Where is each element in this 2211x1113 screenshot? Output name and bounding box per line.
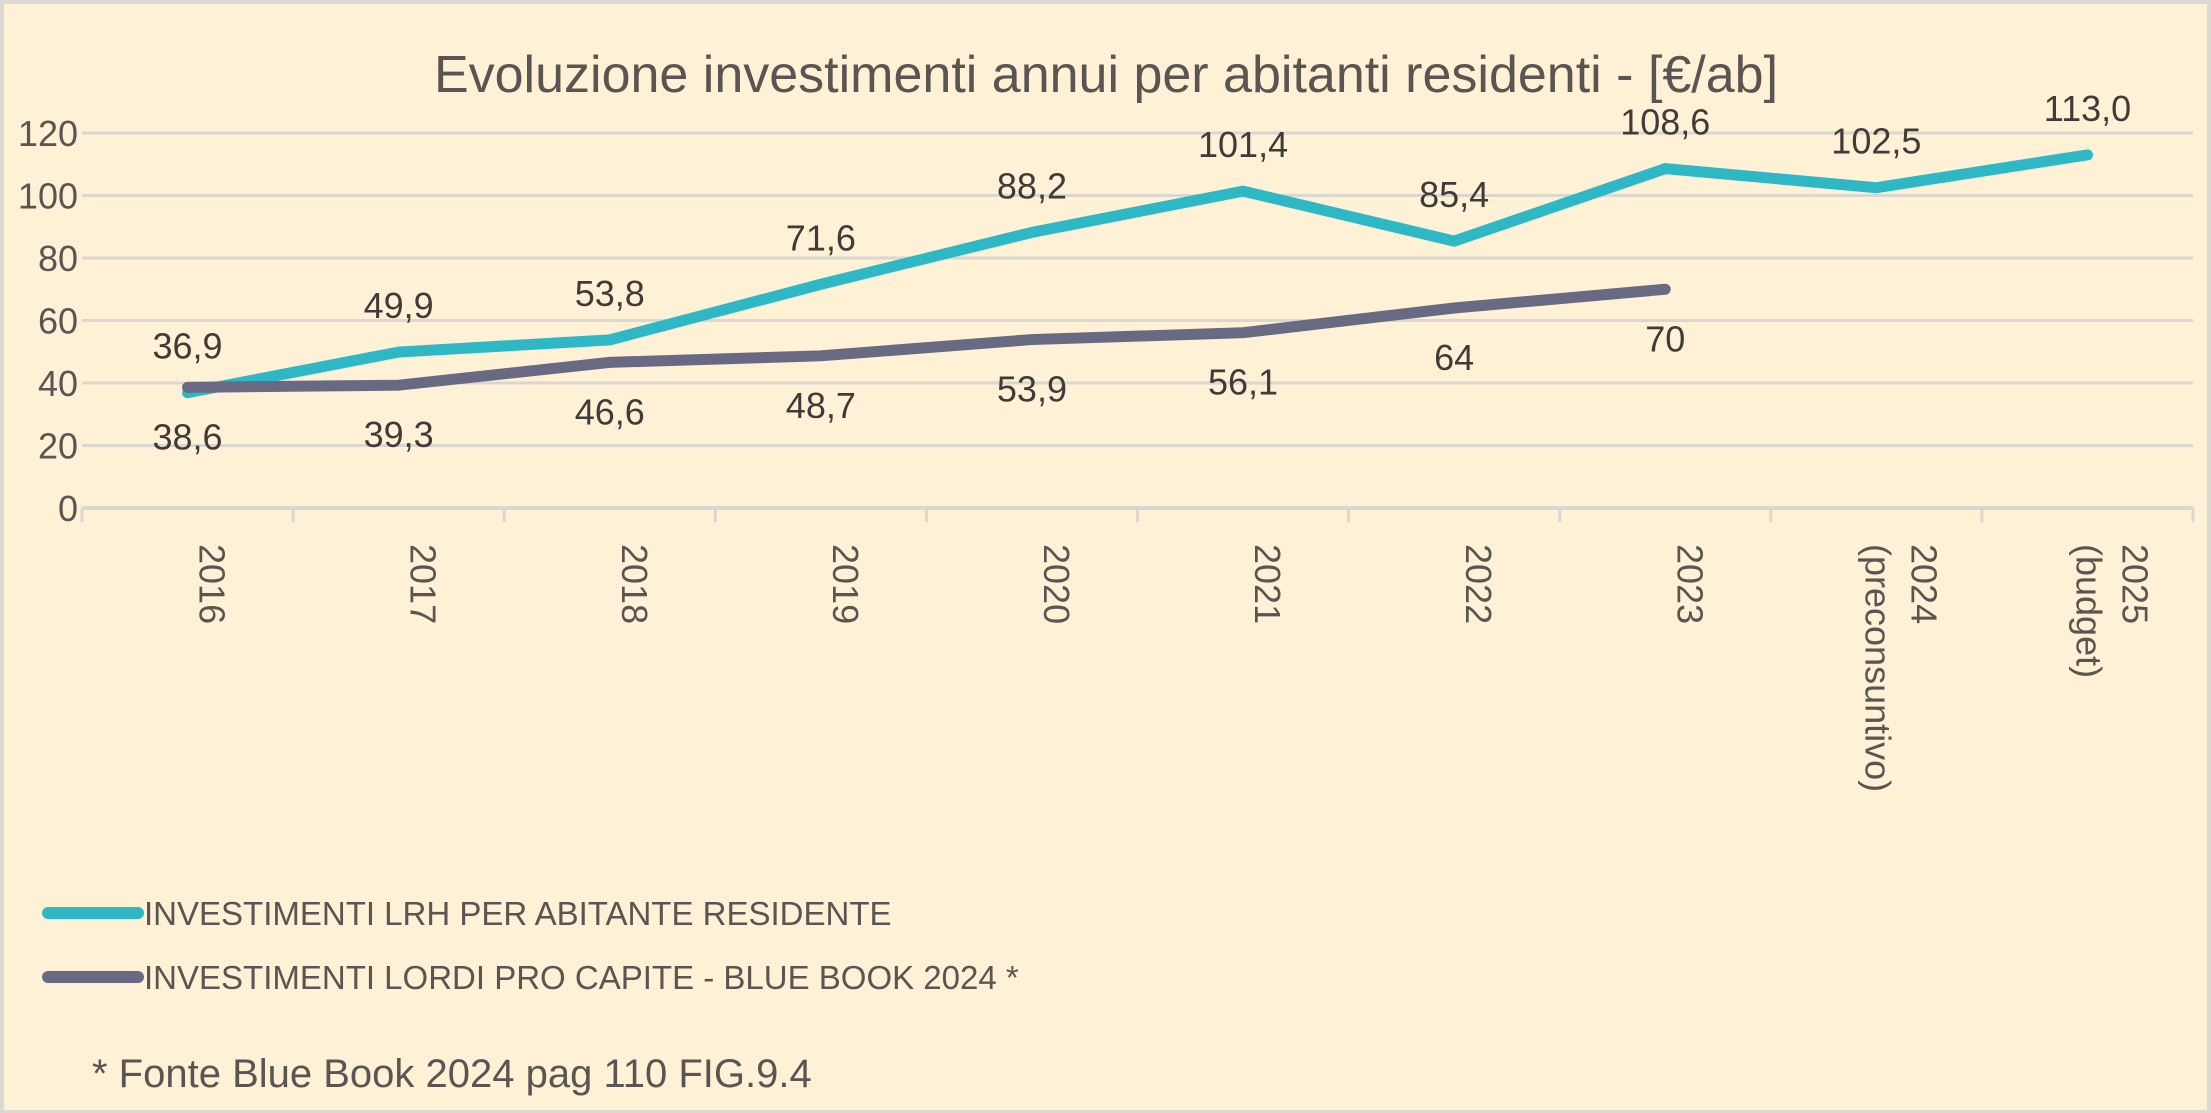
x-tick-label: 2016 [192, 544, 233, 624]
data-label: 108,6 [1620, 102, 1710, 143]
legend-label-lrh: INVESTIMENTI LRH PER ABITANTE RESIDENTE [144, 895, 892, 932]
data-label: 38,6 [153, 416, 223, 457]
x-tick-label: 2024 [1903, 544, 1944, 624]
data-label: 102,5 [1831, 121, 1921, 162]
x-tick-label: (budget) [2068, 544, 2109, 678]
data-label: 46,6 [575, 391, 645, 432]
data-label: 85,4 [1419, 174, 1489, 215]
legend-item-blue-book[interactable]: INVESTIMENTI LORDI PRO CAPITE - BLUE BOO… [42, 959, 1019, 996]
data-label: 113,0 [2044, 88, 2131, 129]
x-tick-label: 2025 [2114, 544, 2155, 624]
data-label: 56,1 [1208, 362, 1278, 403]
y-tick-label: 20 [38, 426, 78, 467]
source-footnote: * Fonte Blue Book 2024 pag 110 FIG.9.4 [92, 1052, 812, 1096]
legend-item-lrh[interactable]: INVESTIMENTI LRH PER ABITANTE RESIDENTE [42, 895, 892, 932]
line-chart: Evoluzione investimenti annui per abitan… [18, 46, 2195, 1096]
series-lines [182, 149, 2093, 399]
x-tick-label: (preconsuntivo) [1857, 544, 1898, 792]
y-tick-label: 80 [38, 238, 78, 279]
y-axis-ticks: 0 20 40 60 80 100 120 [18, 113, 78, 529]
y-tick-label: 40 [38, 363, 78, 404]
series-line-lrh [182, 149, 2093, 399]
y-tick-label: 0 [58, 488, 78, 529]
legend: INVESTIMENTI LRH PER ABITANTE RESIDENTE … [42, 895, 1019, 996]
data-label: 53,8 [575, 273, 645, 314]
data-label: 48,7 [786, 385, 856, 426]
data-label: 71,6 [786, 217, 856, 258]
chart-frame: Evoluzione investimenti annui per abitan… [4, 4, 2207, 1110]
y-tick-label: 100 [18, 176, 78, 217]
data-label: 39,3 [364, 414, 434, 455]
series-line-blue-book [182, 283, 1671, 393]
data-labels: 36,9 49,9 53,8 71,6 88,2 101,4 85,4 108,6 102,5 1… [153, 88, 2132, 458]
data-label: 88,2 [997, 165, 1067, 206]
x-tick-label: 2019 [825, 544, 866, 624]
data-label: 70 [1645, 318, 1685, 359]
data-label: 64 [1434, 337, 1474, 378]
x-tick-label: 2017 [403, 544, 444, 624]
data-label: 36,9 [153, 326, 223, 367]
y-tick-label: 120 [18, 113, 78, 154]
x-axis: 2016 2017 2018 2019 2020 2021 2022 2023 2024(pre… [80, 506, 2195, 792]
x-tick-label: 2021 [1247, 544, 1288, 624]
x-tick-label: 2020 [1036, 544, 1077, 624]
data-label: 53,9 [997, 369, 1067, 410]
data-label: 101,4 [1198, 124, 1288, 165]
legend-label-blue-book: INVESTIMENTI LORDI PRO CAPITE - BLUE BOO… [144, 959, 1019, 996]
data-label: 49,9 [364, 285, 434, 326]
x-tick-label: 2023 [1669, 544, 1710, 624]
x-tick-label: 2018 [614, 544, 655, 624]
chart-title: Evoluzione investimenti annui per abitan… [434, 46, 1778, 104]
y-tick-label: 60 [38, 301, 78, 342]
x-tick-label: 2022 [1458, 544, 1499, 624]
